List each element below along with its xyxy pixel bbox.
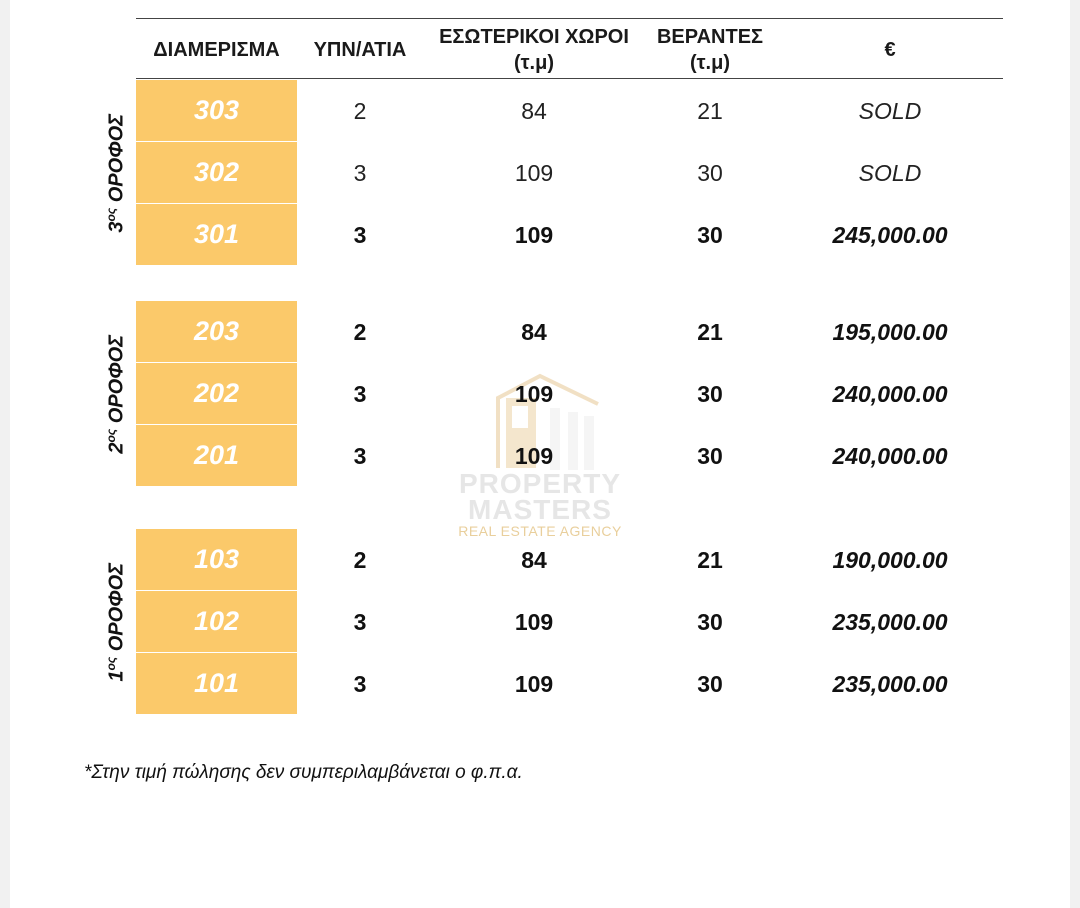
table-row: 102 3 109 30 235,000.00 bbox=[0, 591, 1080, 653]
interior-area-value: 84 bbox=[521, 97, 547, 124]
price-value: 195,000.00 bbox=[832, 318, 948, 345]
table-row: 301 3 109 30 245,000.00 bbox=[0, 204, 1080, 266]
table-row: 203 2 84 21 195,000.00 bbox=[0, 301, 1080, 363]
price-value: 240,000.00 bbox=[832, 442, 948, 469]
interior-area-value: 109 bbox=[514, 670, 554, 697]
price-value: SOLD bbox=[858, 159, 922, 186]
interior-area-value: 109 bbox=[514, 221, 554, 248]
price-value: 235,000.00 bbox=[832, 608, 948, 635]
header-apartment: ΔΙΑΜΕΡΙΣΜΑ bbox=[153, 39, 280, 61]
unit-number: 103 bbox=[136, 529, 297, 590]
bedrooms-value: 3 bbox=[353, 221, 367, 248]
veranda-area-value: 30 bbox=[697, 608, 723, 635]
unit-number: 202 bbox=[136, 363, 297, 424]
interior-area-value: 84 bbox=[521, 546, 547, 573]
unit-number: 102 bbox=[136, 591, 297, 652]
veranda-area-value: 30 bbox=[697, 670, 723, 697]
veranda-area-value: 30 bbox=[697, 221, 723, 248]
bedrooms-value: 2 bbox=[353, 546, 367, 573]
unit-number: 203 bbox=[136, 301, 297, 362]
price-value: 190,000.00 bbox=[832, 546, 948, 573]
bedrooms-value: 2 bbox=[353, 318, 367, 345]
unit-number: 302 bbox=[136, 142, 297, 203]
veranda-area-value: 21 bbox=[697, 546, 723, 573]
header-bedrooms: ΥΠΝ/ΑΤΙΑ bbox=[313, 39, 407, 61]
unit-number: 101 bbox=[136, 653, 297, 714]
price-value: 235,000.00 bbox=[832, 670, 948, 697]
header-interior: ΕΣΩΤΕΡΙΚΟΙ ΧΩΡΟΙ (τ.μ) bbox=[439, 26, 629, 74]
veranda-area-value: 21 bbox=[697, 97, 723, 124]
price-value: SOLD bbox=[858, 97, 922, 124]
bedrooms-value: 3 bbox=[353, 608, 367, 635]
watermark-line-1: PROPERTY bbox=[458, 468, 622, 499]
table-row: 103 2 84 21 190,000.00 bbox=[0, 529, 1080, 591]
table-row: 202 3 109 30 240,000.00 bbox=[0, 363, 1080, 425]
price-value: 240,000.00 bbox=[832, 380, 948, 407]
watermark-tagline: REAL ESTATE AGENCY bbox=[458, 523, 622, 539]
interior-area-value: 109 bbox=[514, 159, 554, 186]
unit-number: 201 bbox=[136, 425, 297, 486]
bedrooms-value: 3 bbox=[353, 670, 367, 697]
table-row: 201 3 109 30 240,000.00 bbox=[0, 425, 1080, 487]
interior-area-value: 109 bbox=[514, 380, 554, 407]
header-bottom-rule bbox=[136, 78, 1003, 79]
watermark-line-2: MASTERS bbox=[468, 494, 612, 525]
bedrooms-value: 3 bbox=[353, 159, 367, 186]
interior-area-value: 109 bbox=[514, 442, 554, 469]
bedrooms-value: 3 bbox=[353, 442, 367, 469]
header-price: € bbox=[884, 39, 896, 61]
bedrooms-value: 2 bbox=[353, 97, 367, 124]
price-value: 245,000.00 bbox=[832, 221, 948, 248]
unit-number: 301 bbox=[136, 204, 297, 265]
table-row: 303 2 84 21 SOLD bbox=[0, 80, 1080, 142]
veranda-area-value: 21 bbox=[697, 318, 723, 345]
interior-area-value: 109 bbox=[514, 608, 554, 635]
veranda-area-value: 30 bbox=[697, 442, 723, 469]
interior-area-value: 84 bbox=[521, 318, 547, 345]
table-row: 302 3 109 30 SOLD bbox=[0, 142, 1080, 204]
veranda-area-value: 30 bbox=[697, 159, 723, 186]
bedrooms-value: 3 bbox=[353, 380, 367, 407]
property-masters-logo-icon bbox=[496, 373, 599, 470]
header-top-rule bbox=[136, 18, 1003, 19]
vat-footnote: *Στην τιμή πώλησης δεν συμπεριλαμβάνεται… bbox=[84, 762, 523, 783]
table-row: 101 3 109 30 235,000.00 bbox=[0, 653, 1080, 715]
veranda-area-value: 30 bbox=[697, 380, 723, 407]
unit-number: 303 bbox=[136, 80, 297, 141]
header-verandas: ΒΕΡΑΝΤΕΣ (τ.μ) bbox=[656, 26, 764, 74]
